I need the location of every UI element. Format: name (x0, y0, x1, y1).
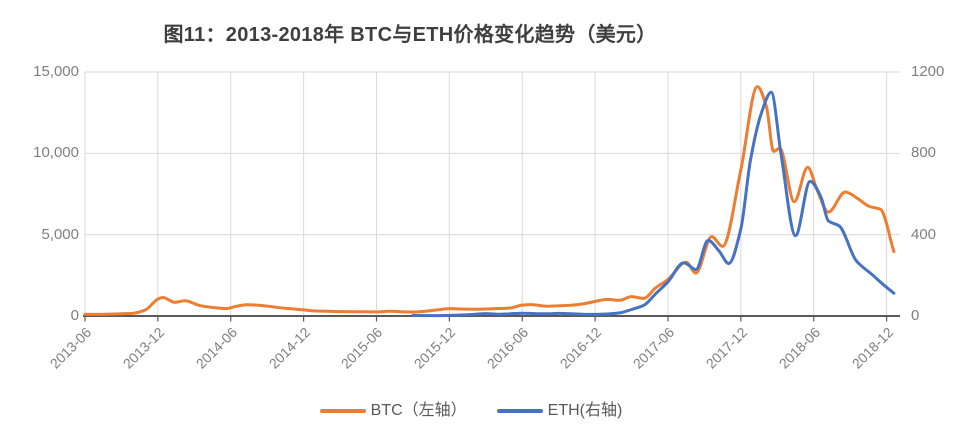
right-axis-tick-0: 0 (911, 307, 920, 324)
eth-line (411, 90, 896, 318)
left-axis-tick-15000: 15,000 (33, 63, 79, 80)
legend-item-eth: ETH(右轴) (496, 401, 623, 421)
eth-legend-label: ETH(右轴) (547, 402, 623, 419)
left-axis-tick-5000: 5,000 (41, 226, 79, 243)
btc-legend-label: BTC（左轴） (370, 402, 467, 419)
legend: BTC（左轴） ETH(右轴) (0, 399, 942, 423)
legend-item-btc: BTC（左轴） (319, 401, 467, 421)
right-axis-tick-800: 800 (911, 144, 937, 161)
right-axis-tick-400: 400 (911, 226, 937, 243)
btc-line (83, 85, 896, 316)
btc-line-swatch (319, 409, 366, 413)
left-axis-tick-0: 0 (70, 307, 79, 324)
left-axis-tick-10000: 10,000 (33, 144, 79, 161)
right-axis-tick-1200: 1200 (911, 63, 945, 80)
eth-line-swatch (496, 409, 543, 413)
